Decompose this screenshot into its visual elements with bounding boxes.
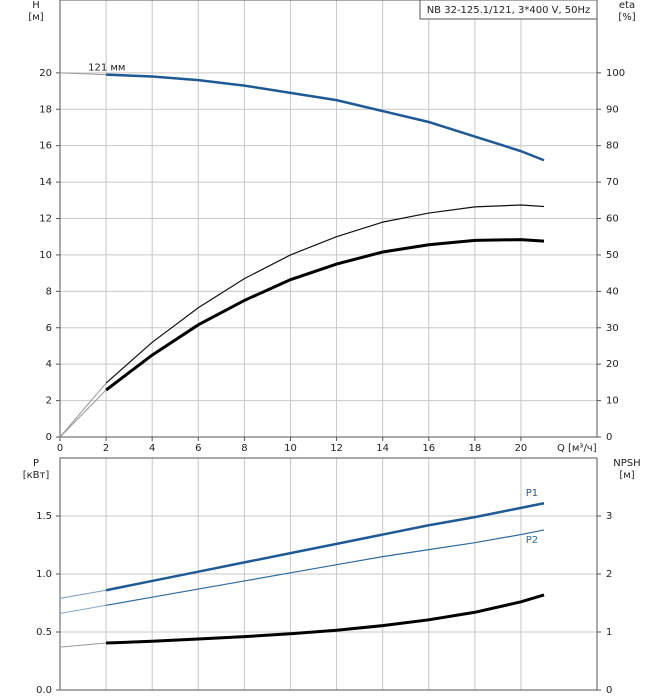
y-tick-label: 0 <box>46 432 52 443</box>
y2-tick-label: 50 <box>606 250 619 261</box>
y2-tick-label: 80 <box>606 141 619 152</box>
x-tick-label: 8 <box>241 443 247 454</box>
curve <box>59 389 107 438</box>
curve <box>106 73 545 162</box>
y-tick-label: 10 <box>39 250 52 261</box>
plot-frame <box>59 0 598 438</box>
y2-tick-label: 90 <box>606 104 619 115</box>
chart-title: NB 32-125.1/121, 3*400 V, 50Hz <box>427 5 591 16</box>
y-tick-label: 12 <box>39 214 52 225</box>
y2-axis-unit: [%] <box>618 12 635 23</box>
y-axis-label: P <box>33 458 39 469</box>
y2-tick-label: 10 <box>606 396 619 407</box>
y-tick-label: 0.5 <box>36 627 52 638</box>
curve <box>59 382 107 438</box>
y-tick-label: 20 <box>39 68 52 79</box>
y-tick-label: 2 <box>46 396 52 407</box>
y2-axis-label: eta <box>619 0 635 11</box>
y-tick-label: 0.0 <box>36 685 52 696</box>
y2-tick-label: 3 <box>606 511 612 522</box>
y2-tick-label: 30 <box>606 323 619 334</box>
x-tick-label: 0 <box>57 443 63 454</box>
y2-tick-label: 0 <box>606 432 612 443</box>
curve <box>105 204 545 384</box>
title-box <box>419 0 598 20</box>
series-label: P1 <box>526 488 538 499</box>
y2-tick-label: 2 <box>606 569 612 580</box>
y2-axis-label: NPSH <box>613 458 640 469</box>
y-axis-unit: [м] <box>28 12 43 23</box>
y2-tick-label: 1 <box>606 627 612 638</box>
y-tick-label: 1.5 <box>36 511 52 522</box>
curve <box>105 502 545 592</box>
y2-tick-label: 70 <box>606 177 619 188</box>
curve <box>105 238 545 392</box>
y2-axis-unit: [м] <box>619 470 634 481</box>
x-tick-label: 12 <box>330 443 343 454</box>
y2-tick-label: 0 <box>606 685 612 696</box>
x-tick-label: 16 <box>422 443 435 454</box>
y-tick-label: 18 <box>39 104 52 115</box>
x-axis-label: Q [м³/ч] <box>557 443 597 454</box>
curve <box>59 604 107 614</box>
y2-tick-label: 40 <box>606 286 619 297</box>
x-tick-label: 18 <box>468 443 481 454</box>
x-tick-label: 14 <box>376 443 389 454</box>
curve <box>59 72 107 76</box>
x-tick-label: 20 <box>515 443 528 454</box>
y2-tick-label: 60 <box>606 214 619 225</box>
x-tick-label: 10 <box>284 443 297 454</box>
y-tick-label: 8 <box>46 286 52 297</box>
y-tick-label: 4 <box>46 359 52 370</box>
y-tick-label: 14 <box>39 177 52 188</box>
curve <box>59 589 107 599</box>
x-tick-label: 4 <box>149 443 155 454</box>
x-tick-label: 2 <box>103 443 109 454</box>
y-tick-label: 6 <box>46 323 52 334</box>
y-tick-label: 16 <box>39 141 52 152</box>
plot-frame <box>59 457 598 691</box>
y2-tick-label: 20 <box>606 359 619 370</box>
y-tick-label: 1.0 <box>36 569 52 580</box>
curve <box>106 593 545 645</box>
curve <box>59 642 107 648</box>
y2-tick-label: 100 <box>606 68 625 79</box>
curve-annotation: 121 мм <box>88 63 125 74</box>
curve <box>105 529 545 606</box>
y-axis-unit: [кВт] <box>23 470 50 481</box>
x-tick-label: 6 <box>195 443 201 454</box>
series-label: P2 <box>526 535 538 546</box>
y-axis-label: H <box>32 0 40 11</box>
